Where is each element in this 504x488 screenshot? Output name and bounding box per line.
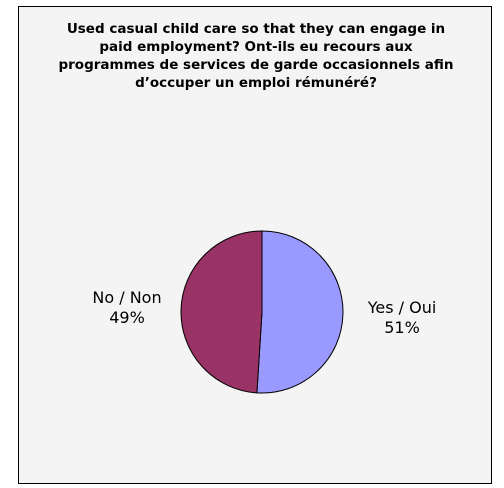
slice-label-yes: Yes / Oui 51% bbox=[347, 298, 457, 338]
chart-area: Used casual child care so that they can … bbox=[18, 6, 492, 484]
slice-label-yes-value: 51% bbox=[384, 318, 420, 337]
pie-slice-yes bbox=[256, 230, 344, 394]
slice-label-no: No / Non 49% bbox=[72, 288, 182, 328]
slice-label-no-name: No / Non bbox=[92, 288, 162, 307]
chart-title: Used casual child care so that they can … bbox=[58, 21, 454, 91]
slice-label-yes-name: Yes / Oui bbox=[367, 298, 437, 317]
pie-chart bbox=[180, 230, 344, 394]
pie-slice-no bbox=[180, 230, 263, 394]
slice-label-no-value: 49% bbox=[109, 308, 145, 327]
